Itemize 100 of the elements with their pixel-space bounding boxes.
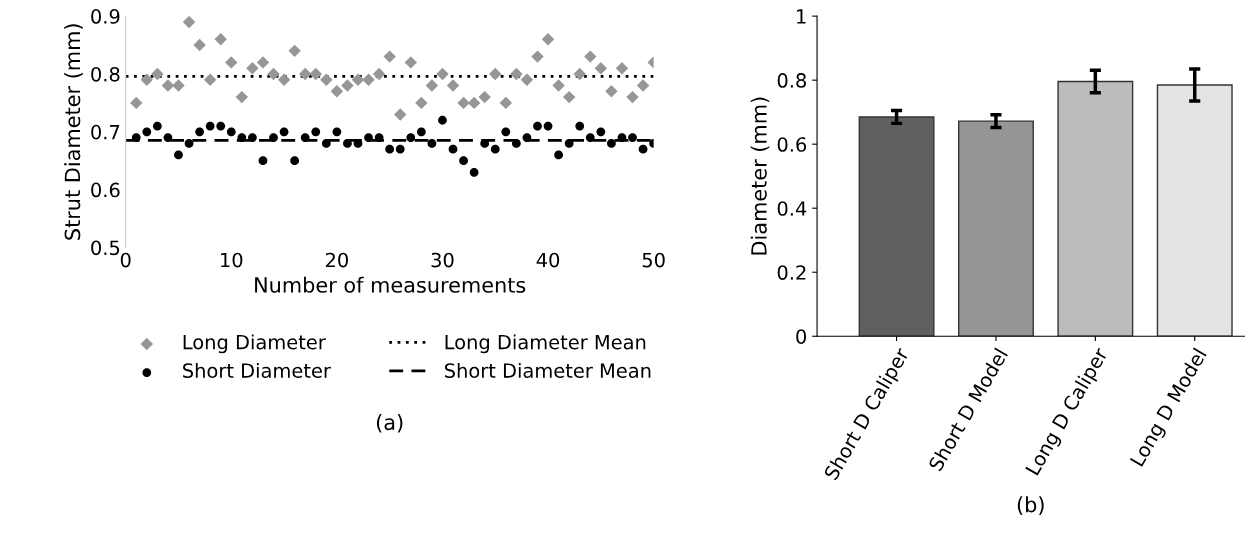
point [332, 127, 342, 137]
y-tick-label: 0.2 [777, 265, 806, 280]
point [203, 73, 217, 86]
y-tick-label: 0.9 [91, 9, 120, 24]
point [258, 156, 268, 166]
legend-label: Long Diameter Mean [445, 334, 646, 354]
point [172, 79, 185, 92]
point [184, 138, 194, 148]
point [594, 61, 608, 75]
x-tick-label: 40 [536, 252, 560, 268]
point [628, 133, 637, 142]
point [522, 133, 532, 142]
point [575, 121, 585, 131]
point [216, 121, 226, 131]
point [457, 96, 470, 110]
point [438, 115, 447, 125]
point [533, 121, 542, 131]
x-axis-title: Number of measurements [255, 276, 526, 293]
point [237, 133, 247, 142]
point [596, 127, 606, 137]
point [510, 67, 523, 81]
point [490, 144, 500, 154]
point [246, 61, 259, 75]
point [343, 138, 352, 148]
bar [1156, 84, 1233, 337]
point [248, 133, 257, 142]
point [269, 133, 278, 142]
point [511, 138, 521, 148]
point [351, 73, 365, 86]
point [394, 108, 407, 121]
text: (b) [1017, 496, 1044, 515]
point [320, 73, 333, 86]
y-tick-label: 0.5 [91, 240, 120, 256]
point [277, 73, 291, 86]
point [415, 96, 428, 110]
y-axis-title: Strut Diameter (mm) [64, 24, 83, 240]
point [214, 33, 227, 46]
point [182, 16, 196, 29]
legend-label: Short Diameter [183, 362, 331, 378]
point [404, 56, 417, 69]
y-axis-title: Diameter (mm) [750, 97, 770, 255]
point [290, 156, 300, 166]
point [131, 133, 141, 142]
point [174, 150, 183, 160]
x-tick-label: 30 [431, 252, 454, 268]
point [564, 138, 574, 148]
point [605, 85, 618, 98]
point [584, 50, 597, 63]
y-tick-label: 0.8 [91, 66, 120, 82]
point [436, 67, 449, 81]
point [226, 127, 236, 137]
point [501, 127, 511, 137]
point [607, 138, 616, 148]
point [638, 144, 648, 154]
point [520, 73, 534, 86]
point [256, 56, 270, 69]
point [467, 96, 481, 110]
point [152, 121, 162, 131]
point [362, 73, 375, 86]
point [288, 44, 301, 58]
y-tick-label: 0.4 [777, 201, 807, 216]
point [585, 133, 595, 142]
point [267, 67, 280, 81]
point [298, 67, 312, 81]
text: (a) [376, 414, 403, 433]
point [489, 67, 502, 81]
point [151, 67, 164, 81]
legend-label: Long Diameter [183, 334, 326, 354]
point [554, 150, 563, 160]
point [636, 79, 650, 92]
bar [1057, 80, 1134, 337]
point [615, 61, 629, 75]
bar [858, 116, 935, 337]
x-tick-label: 50 [642, 252, 665, 268]
point [469, 167, 479, 177]
y-tick-label: 0 [796, 329, 807, 344]
point [406, 133, 416, 142]
point [531, 50, 544, 63]
y-tick-label: 0.6 [777, 137, 807, 152]
point [617, 133, 627, 142]
point [425, 79, 439, 92]
point [195, 127, 204, 137]
point [499, 96, 513, 110]
point [193, 38, 206, 52]
point [321, 138, 331, 148]
point [300, 133, 310, 142]
point [364, 133, 373, 142]
y-tick-label: 0.7 [91, 124, 120, 140]
bar [957, 120, 1034, 337]
x-tick-label: 20 [325, 252, 348, 268]
point [395, 144, 405, 154]
point [163, 133, 173, 142]
point [235, 90, 249, 104]
point [130, 96, 143, 110]
point [311, 127, 321, 137]
point [573, 67, 586, 81]
point [372, 67, 386, 81]
point [309, 67, 322, 81]
point [448, 144, 458, 154]
point [478, 90, 491, 104]
